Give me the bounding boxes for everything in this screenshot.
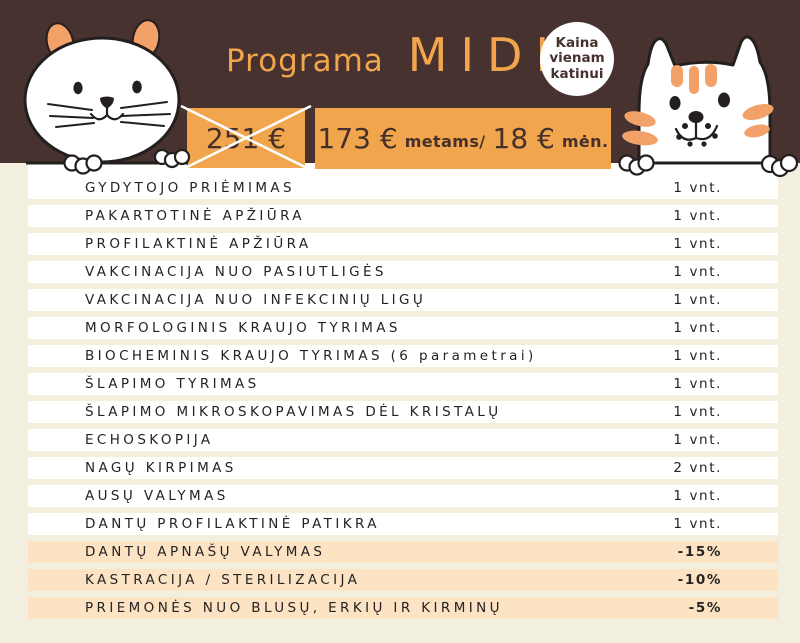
service-label: KASTRACIJA / STERILIZACIJA [85, 572, 361, 588]
month-price: 18 € [492, 122, 555, 155]
year-unit: metams/ [404, 132, 486, 151]
table-row: MORFOLOGINIS KRAUJO TYRIMAS 1 vnt. [28, 317, 778, 339]
price-note-line: katinui [550, 65, 604, 82]
table-row: ŠLAPIMO TYRIMAS 1 vnt. [28, 373, 778, 395]
table-row: BIOCHEMINIS KRAUJO TYRIMAS (6 parametrai… [28, 345, 778, 367]
service-label: AUSŲ VALYMAS [85, 488, 229, 504]
price-note-line: vienam [549, 50, 605, 67]
service-value: 1 vnt. [673, 180, 722, 196]
table-row: VAKCINACIJA NUO PASIUTLIGĖS 1 vnt. [28, 261, 778, 283]
current-price-badge: 173 € metams/ 18 € mėn. [315, 108, 611, 169]
old-price: 251 € [205, 121, 287, 155]
service-value: 1 vnt. [673, 208, 722, 224]
table-row: ŠLAPIMO MIKROSKOPAVIMAS DĖL KRISTALŲ 1 v… [28, 401, 778, 423]
service-label: DANTŲ PROFILAKTINĖ PATIKRA [85, 516, 380, 532]
service-label: PAKARTOTINĖ APŽIŪRA [85, 208, 305, 224]
table-row: KASTRACIJA / STERILIZACIJA -10% [28, 569, 778, 591]
table-row: GYDYTOJO PRIĖMIMAS 1 vnt. [28, 177, 778, 199]
price-note-circle: Kaina vienam katinui [540, 22, 614, 96]
cat-right-illustration [618, 35, 798, 178]
service-value: 1 vnt. [673, 264, 722, 280]
service-label: ŠLAPIMO MIKROSKOPAVIMAS DĖL KRISTALŲ [85, 404, 502, 420]
service-label: DANTŲ APNAŠŲ VALYMAS [85, 544, 326, 560]
table-row: VAKCINACIJA NUO INFEKCINIŲ LIGŲ 1 vnt. [28, 289, 778, 311]
service-label: ECHOSKOPIJA [85, 432, 214, 448]
table-row: PAKARTOTINĖ APŽIŪRA 1 vnt. [28, 205, 778, 227]
service-table: GYDYTOJO PRIĖMIMAS 1 vnt. PAKARTOTINĖ AP… [28, 177, 778, 625]
table-row: PRIEMONĖS NUO BLUSŲ, ERKIŲ IR KIRMINŲ -5… [28, 597, 778, 619]
service-label: NAGŲ KIRPIMAS [85, 460, 237, 476]
service-value: -10% [677, 572, 722, 588]
price-note-line: Kaina [555, 35, 599, 52]
program-label: Programa [226, 43, 384, 79]
service-value: -5% [688, 600, 722, 616]
service-value: 1 vnt. [673, 236, 722, 252]
service-label: VAKCINACIJA NUO PASIUTLIGĖS [85, 264, 387, 280]
service-value: 1 vnt. [673, 516, 722, 532]
table-row: AUSŲ VALYMAS 1 vnt. [28, 485, 778, 507]
table-row: NAGŲ KIRPIMAS 2 vnt. [28, 457, 778, 479]
program-name: MIDI [407, 28, 563, 82]
service-value: -15% [677, 544, 722, 560]
page-title: Programa MIDI [226, 28, 562, 82]
service-label: PRIEMONĖS NUO BLUSŲ, ERKIŲ IR KIRMINŲ [85, 600, 503, 616]
service-value: 1 vnt. [673, 348, 722, 364]
service-label: VAKCINACIJA NUO INFEKCINIŲ LIGŲ [85, 292, 427, 308]
table-row: DANTŲ PROFILAKTINĖ PATIKRA 1 vnt. [28, 513, 778, 535]
service-value: 1 vnt. [673, 404, 722, 420]
year-price: 173 € [317, 122, 398, 155]
service-label: PROFILAKTINĖ APŽIŪRA [85, 236, 312, 252]
service-value: 2 vnt. [673, 460, 722, 476]
table-row: DANTŲ APNAŠŲ VALYMAS -15% [28, 541, 778, 563]
service-value: 1 vnt. [673, 488, 722, 504]
service-value: 1 vnt. [673, 320, 722, 336]
service-label: BIOCHEMINIS KRAUJO TYRIMAS (6 parametrai… [85, 348, 537, 364]
month-unit: mėn. [561, 132, 609, 151]
service-label: GYDYTOJO PRIĖMIMAS [85, 180, 296, 196]
service-value: 1 vnt. [673, 292, 722, 308]
service-value: 1 vnt. [673, 432, 722, 448]
service-label: MORFOLOGINIS KRAUJO TYRIMAS [85, 320, 401, 336]
cat-left-illustration [23, 19, 191, 175]
service-label: ŠLAPIMO TYRIMAS [85, 376, 260, 392]
table-row: PROFILAKTINĖ APŽIŪRA 1 vnt. [28, 233, 778, 255]
table-row: ECHOSKOPIJA 1 vnt. [28, 429, 778, 451]
service-value: 1 vnt. [673, 376, 722, 392]
